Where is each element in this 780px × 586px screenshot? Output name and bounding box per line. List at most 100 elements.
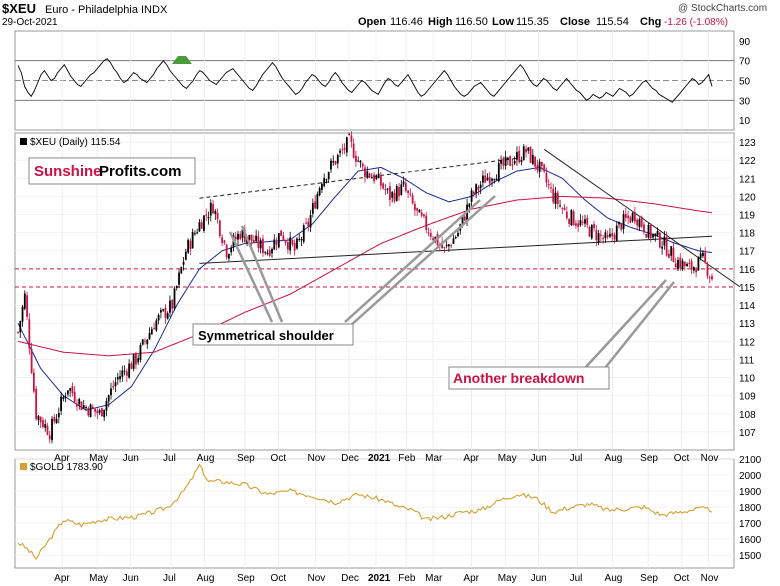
candle-body — [321, 184, 323, 190]
candle-body — [255, 235, 258, 242]
candle-body — [652, 233, 654, 238]
candle-body — [695, 269, 698, 273]
candle-body — [509, 156, 512, 166]
candle-body — [257, 236, 260, 248]
candle-body — [633, 212, 636, 222]
price-x-label: Apr — [54, 453, 70, 464]
rsi-layer — [17, 56, 713, 103]
gold-line — [17, 463, 713, 560]
price-x-label: May — [498, 453, 517, 464]
price-tick-label: 108 — [739, 410, 756, 421]
candle-body — [71, 386, 74, 394]
candle-body — [234, 236, 237, 240]
candle-body — [477, 186, 480, 190]
breakdown-pointers — [584, 279, 675, 369]
candle-body — [55, 418, 58, 423]
gold-x-label: Mar — [425, 573, 443, 584]
candle-body — [690, 260, 693, 270]
candle-body — [112, 385, 115, 388]
candle-body — [609, 233, 611, 237]
high-value: 116.50 — [455, 16, 488, 28]
candle-body — [305, 222, 307, 224]
candle-body — [207, 216, 210, 219]
candle-body — [398, 187, 400, 197]
candle-body — [132, 354, 135, 369]
candle-body — [377, 173, 380, 178]
candle-body — [502, 158, 505, 166]
candle-body — [525, 148, 527, 153]
candle-body — [554, 192, 557, 204]
candle-body — [708, 277, 711, 279]
price-tick-label: 116 — [739, 265, 755, 276]
candle-body — [484, 175, 487, 183]
brand-logo: Sunshine Profits.com — [28, 157, 196, 185]
candle-body — [266, 252, 269, 254]
candle-body — [411, 195, 414, 204]
candle-body — [370, 176, 373, 179]
candle-body — [479, 184, 482, 189]
symbol-name: Euro - Philadelphia INDX — [45, 4, 168, 16]
shoulder-pointer-left — [228, 231, 274, 323]
candle-body — [280, 230, 282, 236]
price-tick-label: 111 — [739, 355, 755, 366]
price-x-label: Nov — [701, 453, 719, 464]
price-x-label: 2021 — [368, 453, 391, 464]
candle-body — [39, 416, 42, 423]
candle-body — [187, 239, 189, 253]
gold-tick-label: 2000 — [739, 471, 762, 482]
candle-body — [688, 262, 691, 264]
candle-body — [506, 157, 509, 160]
price-x-label: Feb — [398, 453, 416, 464]
candle-body — [643, 224, 645, 233]
price-x-label: Apr — [463, 453, 479, 464]
candle-body — [173, 288, 176, 309]
price-x-label: Dec — [341, 453, 359, 464]
candle-body — [277, 233, 280, 248]
candle-body — [37, 416, 40, 421]
candle-body — [316, 193, 319, 209]
price-tick-label: 110 — [739, 374, 755, 385]
candle-body — [144, 340, 146, 342]
price-tick-label: 121 — [739, 174, 756, 185]
candle-body — [76, 403, 78, 407]
candle-body — [339, 150, 341, 153]
candle-body — [416, 207, 419, 211]
candle-body — [325, 179, 328, 181]
candle-body — [327, 172, 330, 180]
candle-body — [543, 164, 546, 172]
candle-body — [119, 376, 121, 380]
price-panel-frame — [14, 132, 735, 451]
candle-body — [491, 178, 493, 181]
gold-x-label: Nov — [308, 573, 326, 584]
candle-body — [420, 212, 423, 216]
candle-body — [275, 242, 278, 245]
candle-body — [184, 251, 187, 260]
candle-body — [638, 219, 641, 228]
chart-date: 29-Oct-2021 — [2, 17, 58, 28]
candle-body — [520, 159, 523, 162]
candle-body — [259, 240, 262, 249]
price-tick-label: 112 — [739, 337, 755, 348]
candle-body — [180, 267, 183, 274]
candle-body — [273, 239, 276, 250]
rsi-tick-label: 10 — [739, 116, 751, 127]
shoulder-text: Symmetrical shoulder — [198, 328, 334, 343]
candle-body — [602, 238, 605, 240]
candle-body — [482, 175, 484, 183]
candle-body — [30, 348, 33, 373]
candle-body — [189, 240, 192, 250]
candle-body — [677, 259, 679, 270]
gold-x-label: 2021 — [368, 573, 391, 584]
breakdown-annotation: Another breakdown — [448, 366, 610, 390]
candle-body — [250, 234, 253, 242]
symbol-title: $XEU — [2, 1, 36, 16]
candle-body — [561, 208, 564, 210]
candle-body — [531, 154, 534, 165]
candle-body — [665, 236, 668, 256]
candle-body — [348, 134, 351, 136]
candle-body — [291, 240, 294, 245]
candle-body — [518, 150, 521, 163]
candle-body — [139, 344, 142, 360]
candle-body — [686, 263, 688, 267]
candle-body — [135, 353, 137, 365]
